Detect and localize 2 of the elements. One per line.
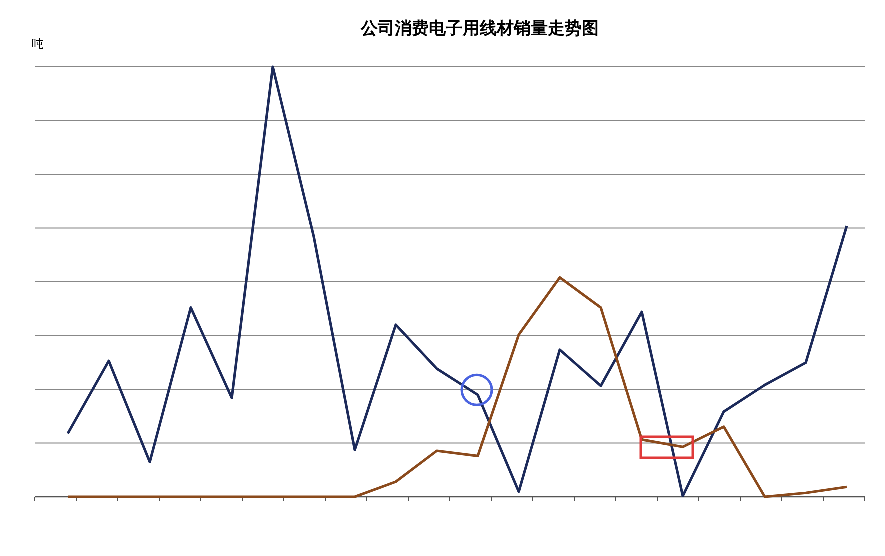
chart-title: 公司消费电子用线材销量走势图 bbox=[360, 19, 599, 39]
y-axis-title: 吨 bbox=[32, 37, 44, 51]
